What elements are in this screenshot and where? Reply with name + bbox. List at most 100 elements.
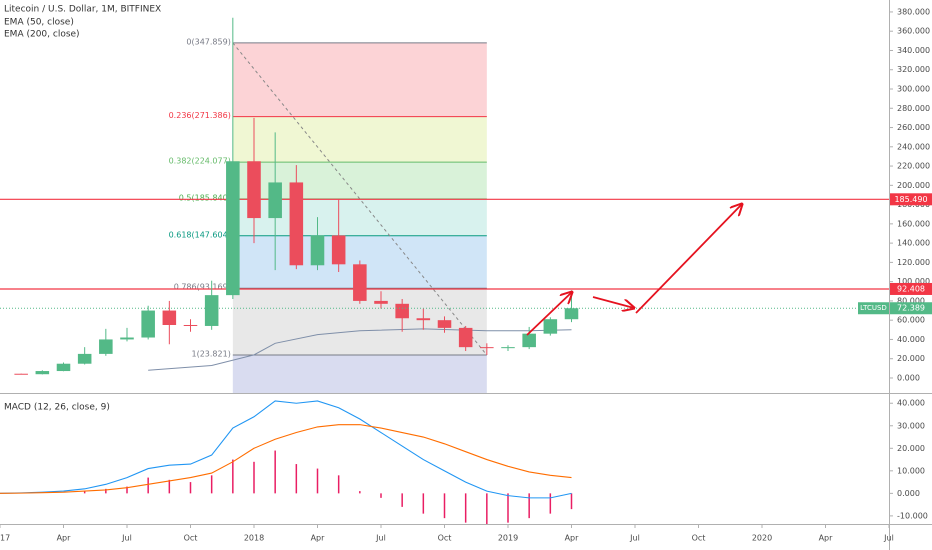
candle-body bbox=[162, 310, 177, 325]
candle-body bbox=[374, 300, 388, 304]
histogram-bar bbox=[253, 461, 255, 494]
fib-band bbox=[232, 116, 487, 163]
y-tick-label: 60.000 bbox=[897, 316, 925, 325]
arrow bbox=[526, 292, 572, 336]
candle-body bbox=[331, 235, 346, 265]
chart-title: Litecoin / U.S. Dollar, 1M, BITFINEX bbox=[4, 5, 161, 15]
candle-body bbox=[120, 337, 134, 340]
histogram-bar bbox=[316, 468, 319, 494]
y-tick-label: 0.000 bbox=[897, 489, 920, 498]
x-tick-label: 2018 bbox=[244, 534, 264, 543]
candle-body bbox=[14, 373, 28, 375]
candle-body bbox=[458, 327, 473, 348]
y-tick-label: 30.000 bbox=[897, 421, 925, 430]
histogram-bar bbox=[105, 488, 107, 494]
histogram-bar bbox=[401, 493, 403, 507]
y-tick-label: 240.000 bbox=[897, 142, 930, 151]
candle-body bbox=[289, 182, 304, 266]
histogram-bar bbox=[168, 479, 171, 494]
fib-trendline bbox=[232, 42, 488, 356]
x-tick-label: Apr bbox=[819, 534, 834, 543]
histogram-bar bbox=[232, 459, 234, 494]
candle-body bbox=[77, 353, 92, 364]
histogram-bar bbox=[486, 493, 488, 524]
histogram-bar bbox=[83, 491, 86, 494]
price-pane: 0(347.859) 0.236(271.386) 0.382(224.077) 0.… bbox=[0, 17, 889, 393]
candle-body bbox=[141, 310, 155, 338]
price-tag bbox=[890, 282, 932, 295]
macd-line bbox=[0, 424, 572, 494]
y-tick-label: 20.000 bbox=[897, 444, 925, 453]
x-tick-label: Jul bbox=[375, 534, 386, 543]
x-tick-label: 2020 bbox=[752, 534, 772, 543]
candle-body bbox=[247, 161, 261, 219]
y-tick-label: 340.000 bbox=[897, 46, 930, 55]
fib-label: 0.236(271.386) bbox=[169, 111, 231, 120]
ema-line bbox=[148, 328, 572, 371]
candle-body bbox=[480, 347, 494, 349]
histogram-bar bbox=[422, 493, 425, 514]
histogram-bar bbox=[528, 493, 530, 519]
histogram-bar bbox=[295, 464, 298, 494]
fib-band bbox=[232, 355, 487, 393]
histogram-bar bbox=[359, 491, 361, 494]
fib-label: 0(347.859) bbox=[186, 37, 230, 46]
histogram-bar bbox=[337, 475, 340, 494]
legend-entry: EMA (50, close) bbox=[4, 18, 74, 28]
histogram-bar bbox=[189, 482, 192, 494]
y-tick-label: 120.000 bbox=[897, 258, 930, 267]
y-tick-label: 20.000 bbox=[897, 354, 925, 363]
y-tick-label: 40.000 bbox=[897, 399, 925, 408]
y-tick-label: 260.000 bbox=[897, 123, 930, 132]
candle-body bbox=[395, 303, 409, 319]
y-tick-label: 160.000 bbox=[897, 219, 930, 228]
candle-body bbox=[35, 371, 50, 375]
candle-body bbox=[226, 161, 240, 296]
x-tick-label: Jul bbox=[629, 534, 640, 543]
histogram-bar bbox=[443, 493, 446, 519]
y-tick-label: 220.000 bbox=[897, 162, 930, 171]
symbol-tag bbox=[858, 302, 889, 315]
y-tick-label: 380.000 bbox=[897, 7, 930, 16]
candle-body bbox=[564, 308, 579, 320]
candle-body bbox=[204, 295, 219, 326]
price-tag bbox=[890, 193, 932, 206]
arrow bbox=[635, 204, 742, 314]
histogram-bar bbox=[126, 486, 128, 494]
candle-body bbox=[310, 235, 325, 266]
candle-body bbox=[416, 318, 431, 321]
x-tick-label: Apr bbox=[565, 534, 580, 543]
histogram-bar bbox=[147, 477, 149, 494]
y-tick-label: 10.000 bbox=[897, 466, 925, 475]
candle-body bbox=[522, 333, 536, 348]
fib-label: 1(23.821) bbox=[192, 350, 231, 359]
price-tag bbox=[890, 302, 932, 315]
x-tick-label: 2017 bbox=[0, 534, 10, 543]
macd-pane bbox=[0, 400, 573, 524]
histogram-bar bbox=[380, 493, 382, 498]
y-tick-label: 140.000 bbox=[897, 239, 930, 248]
fib-band bbox=[232, 42, 487, 117]
x-tick-label: Apr bbox=[311, 534, 326, 543]
pane-title: MACD (12, 26, close, 9) bbox=[4, 403, 110, 413]
fib-label: 0.382(224.077) bbox=[169, 157, 231, 166]
price-tag-label: 185.490 bbox=[894, 195, 927, 204]
y-tick-label: 200.000 bbox=[897, 181, 930, 190]
y-tick-label: 40.000 bbox=[897, 335, 925, 344]
y-tick-label: 300.000 bbox=[897, 85, 930, 94]
price-tag-label: 72.389 bbox=[897, 304, 925, 313]
x-tick-label: Jul bbox=[883, 534, 894, 543]
x-tick-label: Oct bbox=[184, 534, 198, 543]
fib-label: 0.786(93.169) bbox=[174, 283, 231, 292]
candle-body bbox=[183, 324, 198, 326]
histogram-bar bbox=[570, 493, 573, 510]
fib-label: 0.5(185.840) bbox=[179, 193, 231, 202]
x-tick-label: Apr bbox=[57, 534, 72, 543]
histogram-bar bbox=[274, 450, 276, 494]
candle-body bbox=[353, 264, 367, 301]
x-tick-label: 2019 bbox=[498, 534, 518, 543]
fib-label: 0.618(147.604) bbox=[169, 230, 231, 239]
candle-body bbox=[99, 339, 113, 354]
x-tick-label: Oct bbox=[438, 534, 452, 543]
